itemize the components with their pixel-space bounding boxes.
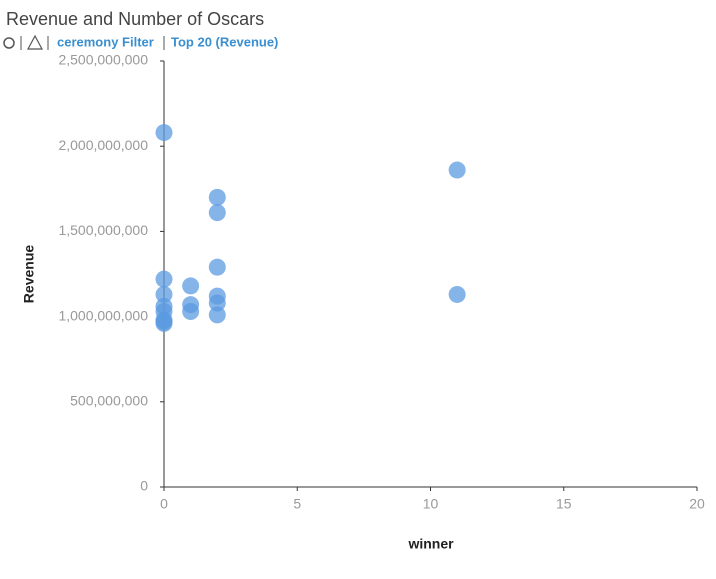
toolbar-icons: ceremony Filter Top 20 (Revenue) bbox=[3, 34, 278, 50]
point bbox=[448, 161, 466, 179]
x-tick-label: 0 bbox=[160, 496, 168, 512]
point bbox=[155, 124, 173, 142]
y-tick-label: 0 bbox=[140, 478, 148, 494]
x-axis-label: winner bbox=[407, 536, 454, 552]
point bbox=[155, 270, 173, 288]
point bbox=[155, 285, 173, 303]
point bbox=[208, 294, 226, 312]
point bbox=[208, 306, 226, 324]
x-tick-label: 20 bbox=[689, 496, 705, 512]
filter-link[interactable]: Top 20 (Revenue) bbox=[171, 34, 278, 49]
x-tick-label: 15 bbox=[556, 496, 572, 512]
y-tick-label: 1,000,000,000 bbox=[58, 307, 148, 323]
point bbox=[208, 258, 226, 276]
y-tick-label: 1,500,000,000 bbox=[58, 222, 148, 238]
point bbox=[448, 285, 466, 303]
point bbox=[208, 188, 226, 206]
warning-icon[interactable] bbox=[26, 34, 44, 50]
point bbox=[182, 302, 200, 320]
chart-title: Revenue and Number of Oscars bbox=[6, 9, 264, 29]
point bbox=[208, 204, 226, 222]
x-tick-label: 10 bbox=[423, 496, 439, 512]
x-tick-label: 5 bbox=[293, 496, 301, 512]
y-tick-label: 2,000,000,000 bbox=[58, 137, 148, 153]
y-tick-label: 500,000,000 bbox=[70, 393, 148, 409]
y-tick-label: 2,500,000,000 bbox=[58, 52, 148, 68]
settings-icon[interactable] bbox=[3, 37, 15, 49]
y-axis-label: Revenue bbox=[21, 245, 37, 304]
point bbox=[155, 314, 173, 332]
filter-link[interactable]: ceremony Filter bbox=[57, 34, 154, 49]
point bbox=[182, 277, 200, 295]
